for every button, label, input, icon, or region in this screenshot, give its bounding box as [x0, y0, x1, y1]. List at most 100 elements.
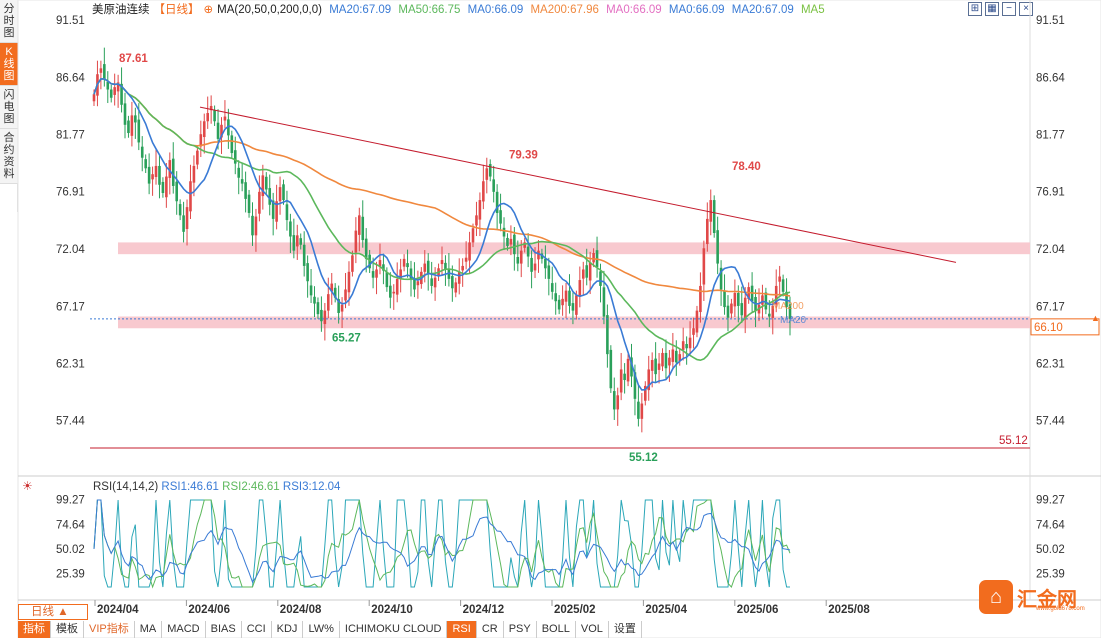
trendline — [199, 106, 957, 263]
candle-body — [123, 103, 127, 125]
price-marker-icon: ▲ — [1091, 313, 1100, 323]
candle-body — [227, 119, 230, 136]
candle-body — [557, 299, 561, 310]
candle-body — [695, 310, 699, 333]
candle-body — [116, 82, 120, 92]
indicator-tab-psy[interactable]: PSY — [504, 621, 537, 638]
candle-body — [271, 200, 275, 219]
indicator-tab-cci[interactable]: CCI — [242, 621, 272, 638]
indicator-tab-ichimoku-cloud[interactable]: ICHIMOKU CLOUD — [340, 621, 448, 638]
indicator-tab-bias[interactable]: BIAS — [206, 621, 242, 638]
settings-sun-icon[interactable]: ☀ — [22, 479, 33, 493]
indicator-tab-lw-[interactable]: LW% — [303, 621, 340, 638]
indicator-tab-macd[interactable]: MACD — [162, 621, 206, 638]
support-resistance-band — [118, 316, 1030, 329]
indicator-tab-rsi[interactable]: RSI — [447, 621, 477, 638]
extreme-annotation: 55.12 — [629, 452, 658, 464]
candle-body — [592, 252, 595, 263]
candle-body — [712, 200, 716, 234]
candle-body — [320, 309, 323, 322]
ma-definition[interactable]: MA(20,50,0,200,0,0) — [217, 4, 322, 16]
fullscreen-icon[interactable]: ⊞ — [968, 2, 982, 16]
candle-body — [358, 215, 361, 235]
candle-body — [375, 269, 378, 278]
candle-body — [216, 122, 220, 139]
tab-contract-info[interactable]: 合约资料 — [0, 129, 18, 184]
candle-body — [171, 158, 175, 186]
tab-flash[interactable]: 闪电图 — [0, 86, 18, 129]
candle-body — [499, 210, 502, 224]
add-indicator-icon[interactable]: ⊕ — [203, 4, 214, 16]
candle-body — [137, 119, 141, 143]
y-tick-label-right: 62.31 — [1036, 358, 1065, 370]
rsi-y-tick-right: 99.27 — [1036, 495, 1065, 507]
rsi2-line — [93, 499, 791, 589]
extreme-annotation: 78.40 — [732, 161, 761, 173]
x-tick-label: 2024/12 — [463, 604, 505, 616]
candle-body — [206, 113, 210, 122]
candle-body — [444, 262, 447, 270]
candle-body — [723, 290, 726, 308]
period-select-button[interactable]: 日线 ▲ — [18, 604, 88, 620]
candle-body — [254, 216, 258, 236]
candle-body — [513, 234, 516, 255]
indicator-tab-vol[interactable]: VOL — [576, 621, 609, 638]
candle-body — [344, 289, 347, 301]
rsi3-line — [93, 499, 790, 588]
candle-body — [175, 181, 178, 202]
candle-body — [706, 218, 709, 245]
indicator-tab-vip指标[interactable]: VIP指标 — [84, 621, 135, 638]
candle-body — [740, 303, 744, 316]
candle-body — [382, 264, 385, 271]
indicator-tab-boll[interactable]: BOLL — [537, 621, 576, 638]
candle-body — [685, 344, 688, 349]
indicator-tab-模板[interactable]: 模板 — [51, 621, 84, 638]
logo-icon: ⌂ — [979, 580, 1013, 614]
logo-url: www.gold678.com — [1036, 606, 1085, 612]
candle-body — [781, 279, 785, 292]
candle-body — [233, 150, 237, 164]
indicator-tab-设置[interactable]: 设置 — [609, 621, 642, 638]
extreme-annotation: 79.39 — [509, 150, 538, 162]
indicator-tab-指标[interactable]: 指标 — [18, 621, 51, 638]
candle-body — [475, 215, 478, 226]
brand-logo: ⌂ 汇金网 — [979, 580, 1077, 614]
minus-icon[interactable]: − — [1002, 2, 1016, 16]
candle-body — [127, 120, 130, 134]
y-tick-label-right: 67.17 — [1036, 301, 1065, 313]
candle-body — [182, 215, 185, 232]
candle-body — [409, 268, 413, 281]
current-price-tag — [1030, 318, 1100, 336]
x-tick-label: 2025/06 — [737, 604, 779, 616]
rsi-y-tick-left: 99.27 — [56, 495, 85, 507]
candle-body — [516, 256, 520, 264]
grid-icon[interactable]: ▦ — [985, 2, 999, 16]
y-tick-label-right: 91.51 — [1036, 15, 1065, 27]
y-tick-label-right: 86.64 — [1036, 72, 1065, 84]
candle-body — [423, 263, 427, 272]
candle-body — [361, 216, 365, 241]
rsi-y-tick-right: 74.64 — [1036, 519, 1065, 531]
candle-body — [326, 294, 330, 311]
tab-kline[interactable]: K线图 — [0, 43, 18, 86]
logo-text: 汇金网 — [1017, 588, 1077, 611]
extreme-annotation: 65.27 — [332, 333, 361, 345]
rsi3-value: RSI3:12.04 — [282, 481, 341, 493]
indicator-tab-ma[interactable]: MA — [135, 621, 163, 638]
period-label[interactable]: 【日线】 — [153, 4, 200, 16]
legend-ma0: MA0:66.09 — [467, 4, 524, 16]
candle-body — [447, 269, 451, 279]
x-tick-label: 2025/02 — [554, 604, 596, 616]
candle-body — [733, 292, 737, 307]
indicator-tab-cr[interactable]: CR — [477, 621, 504, 638]
candle-body — [630, 357, 633, 377]
candle-body — [719, 267, 723, 290]
tab-timeshare[interactable]: 分时图 — [0, 0, 18, 43]
indicator-tab-kdj[interactable]: KDJ — [272, 621, 304, 638]
candle-body — [702, 248, 706, 285]
candle-body — [778, 276, 781, 282]
y-tick-label-right: 81.77 — [1036, 130, 1065, 142]
y-tick-label-left: 91.51 — [56, 15, 85, 27]
rsi-y-tick-left: 74.64 — [56, 519, 85, 531]
